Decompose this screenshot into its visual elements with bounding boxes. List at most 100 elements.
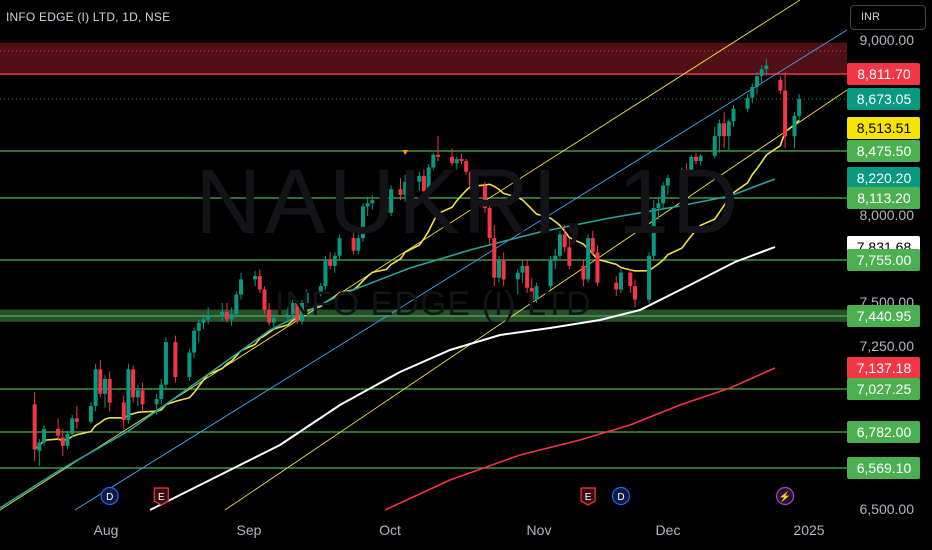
events-layer: D E E D ⚡ [101, 488, 793, 506]
candle [197, 319, 201, 342]
price-label-level: 8,475.50 [847, 140, 920, 162]
candle [581, 259, 585, 286]
candle-body [750, 87, 754, 98]
x-tick-label: 2025 [793, 522, 824, 538]
candle-body [33, 404, 37, 449]
candle-body [65, 434, 69, 446]
candle [187, 349, 191, 381]
candle-body [141, 390, 145, 404]
x-tick-label: Sep [237, 522, 262, 538]
candle-body [267, 310, 271, 323]
candle-body [94, 369, 98, 406]
y-tick-label: 8,000.00 [860, 207, 915, 223]
candle-body [239, 279, 243, 294]
candle [94, 364, 98, 412]
candle-body [56, 429, 60, 436]
candle [65, 431, 69, 450]
candle-body [619, 273, 623, 290]
candle [173, 336, 177, 383]
candle-body [614, 283, 618, 290]
candle-body [520, 266, 524, 273]
candle-body [333, 256, 337, 266]
price-label-last_price: 8,673.05 [847, 88, 920, 110]
price-label-text: 7,027.25 [857, 381, 912, 397]
time-axis: Aug Sep Oct Nov Dec 2025 [94, 522, 825, 538]
candle [61, 429, 65, 456]
candle [258, 269, 262, 293]
candle [131, 366, 135, 403]
candle-body [42, 429, 46, 443]
price-label-text: 8,475.50 [857, 143, 912, 159]
candle-body [628, 273, 632, 286]
candle-body [502, 261, 506, 280]
candle [520, 261, 524, 283]
x-tick-label: Oct [379, 522, 401, 538]
price-label-ma200: 7,137.18 [847, 357, 920, 379]
price-label-resistance: 8,811.70 [847, 63, 920, 85]
candle-body [98, 369, 102, 393]
candle [33, 392, 37, 461]
event-label: E [158, 492, 165, 503]
candle-body [727, 121, 731, 136]
price-labels-layer: 8,811.708,673.058,513.518,475.508,220.20… [847, 63, 920, 479]
candle-body [647, 256, 651, 300]
chart-title: INFO EDGE (I) LTD, 1D, NSE [6, 10, 170, 24]
candle [792, 112, 796, 148]
candle [267, 303, 271, 326]
event-label: ⚡ [779, 490, 791, 503]
candle [750, 83, 754, 103]
x-tick-label: Dec [656, 522, 681, 538]
currency-selector[interactable]: INR [850, 5, 926, 30]
candle-body [136, 390, 140, 397]
candle-body [164, 342, 168, 385]
candle [778, 76, 782, 94]
candle-body [258, 276, 262, 289]
price-label-ma50: 8,220.20 [847, 167, 920, 189]
candle-body [187, 353, 191, 377]
channel-upper-line [0, 0, 800, 510]
candle [727, 120, 731, 152]
candle [628, 269, 632, 293]
candle-body [516, 273, 520, 280]
x-tick-label: Aug [94, 522, 119, 538]
candle [502, 252, 506, 286]
candle-body [37, 442, 41, 450]
price-label-text: 8,811.70 [857, 66, 911, 82]
candle-body [192, 331, 196, 353]
candle [37, 439, 41, 466]
candle-body [75, 418, 79, 422]
price-label-text: 7,440.95 [857, 308, 912, 324]
candle [164, 337, 168, 388]
trend-channel-layer [0, 0, 847, 510]
candle-body [732, 109, 736, 122]
price-label-text: 8,220.20 [857, 170, 912, 186]
candle-body [328, 259, 332, 266]
candle-body [173, 342, 177, 377]
candle [746, 94, 750, 112]
candle [619, 269, 623, 293]
candle [103, 375, 107, 408]
candle-body [201, 319, 205, 322]
candle-body [549, 261, 553, 286]
candle [234, 291, 238, 318]
candle-body [783, 91, 787, 137]
candle [647, 252, 651, 303]
candle-body [323, 259, 327, 286]
candle-body [220, 312, 224, 316]
price-label-level: 8,113.20 [847, 187, 920, 209]
candle-body [70, 418, 74, 434]
candle-body [159, 385, 163, 399]
candle-body [595, 252, 599, 282]
y-tick-label: 7,250.00 [860, 338, 915, 354]
price-label-level: 7,027.25 [847, 378, 920, 400]
y-tick-label: 9,000.00 [860, 32, 915, 48]
resistance-zone [0, 43, 847, 74]
price-label-text: 7,755.00 [857, 252, 912, 268]
candle [732, 105, 736, 127]
candle [126, 364, 130, 424]
event-dividend: D [101, 488, 118, 505]
candle [141, 383, 145, 412]
event-earnings: E [154, 488, 168, 505]
price-label-level: 6,569.10 [847, 457, 920, 479]
